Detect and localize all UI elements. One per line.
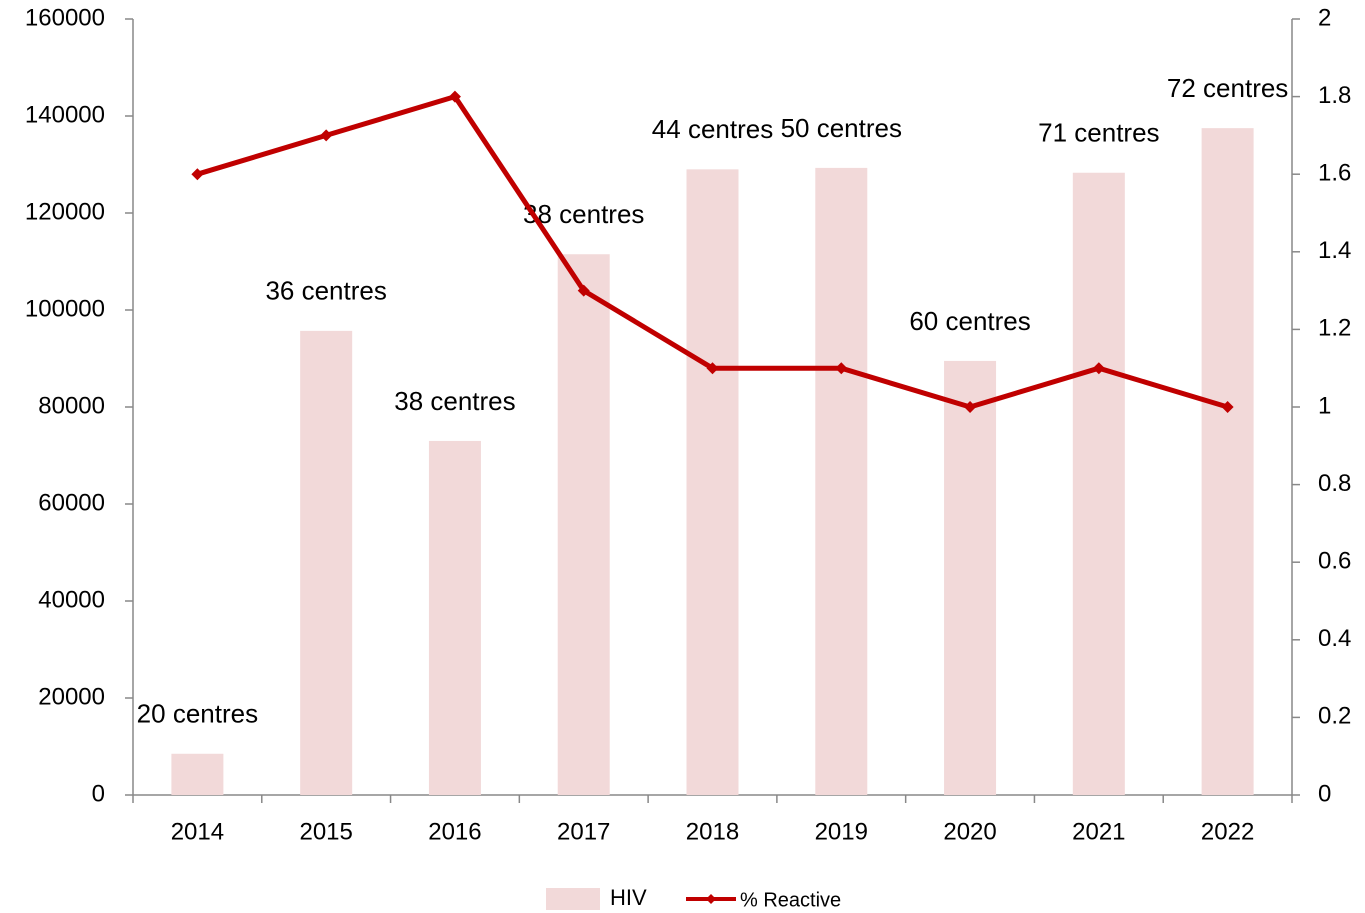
x-tick-label: 2019: [815, 818, 868, 845]
x-tick-label: 2022: [1201, 818, 1254, 845]
y2-tick-label: 0.6: [1318, 548, 1351, 575]
line-marker: [448, 90, 461, 103]
y2-tick-label: 2: [1318, 4, 1331, 31]
bar: [428, 440, 481, 795]
y-tick-label: 120000: [25, 198, 105, 225]
line-marker: [964, 401, 977, 413]
y-tick-label: 160000: [25, 4, 105, 31]
line-marker: [1221, 401, 1234, 413]
y-tick-label: 80000: [38, 392, 105, 419]
y-tick-label: 20000: [38, 683, 105, 710]
line-marker: [835, 362, 848, 375]
line-marker: [320, 129, 333, 142]
line-marker: [706, 362, 719, 375]
y2-tick-label: 0: [1318, 780, 1331, 807]
x-tick-label: 2014: [171, 818, 224, 845]
x-tick-label: 2015: [299, 818, 352, 845]
bar: [815, 167, 868, 795]
bar-annotation: 50 centres: [781, 113, 902, 143]
y2-tick-label: 1.4: [1318, 237, 1351, 264]
y-tick-label: 40000: [38, 586, 105, 613]
x-tick-label: 2017: [557, 818, 610, 845]
x-tick-label: 2016: [428, 818, 481, 845]
line-marker: [577, 284, 590, 297]
legend-label: % Reactive: [740, 889, 841, 911]
bar: [1201, 128, 1254, 795]
bar: [686, 169, 739, 796]
x-tick-label: 2021: [1072, 818, 1125, 845]
line-marker: [1092, 362, 1105, 375]
bar-annotation: 72 centres: [1167, 73, 1288, 103]
legend-label: HIV: [610, 885, 647, 910]
bar-annotation: 38 centres: [394, 386, 515, 416]
line-marker: [191, 168, 204, 181]
y2-tick-label: 1: [1318, 392, 1331, 419]
bar-annotation: 20 centres: [137, 699, 258, 729]
y2-tick-label: 0.4: [1318, 625, 1351, 652]
x-tick-label: 2020: [943, 818, 996, 845]
bar: [1072, 172, 1125, 795]
y-tick-label: 60000: [38, 489, 105, 516]
bar-annotation: 38 centres: [523, 199, 644, 229]
bar: [300, 330, 353, 795]
y2-tick-label: 1.8: [1318, 82, 1351, 109]
y2-tick-label: 0.2: [1318, 703, 1351, 730]
y-tick-label: 0: [92, 780, 105, 807]
legend-marker: [706, 894, 716, 904]
bar-annotation: 60 centres: [909, 306, 1030, 336]
legend-swatch: [546, 888, 600, 910]
x-tick-label: 2018: [686, 818, 739, 845]
bar: [557, 254, 610, 796]
y2-tick-label: 1.2: [1318, 315, 1351, 342]
y-tick-label: 140000: [25, 101, 105, 128]
y2-tick-label: 1.6: [1318, 160, 1351, 187]
bar-annotation: 44 centres: [652, 114, 773, 144]
bar: [944, 360, 997, 795]
bar-annotation: 36 centres: [265, 276, 386, 306]
bar: [171, 753, 224, 795]
y2-tick-label: 0.8: [1318, 470, 1351, 497]
bar-annotation: 71 centres: [1038, 118, 1159, 148]
y-tick-label: 100000: [25, 295, 105, 322]
